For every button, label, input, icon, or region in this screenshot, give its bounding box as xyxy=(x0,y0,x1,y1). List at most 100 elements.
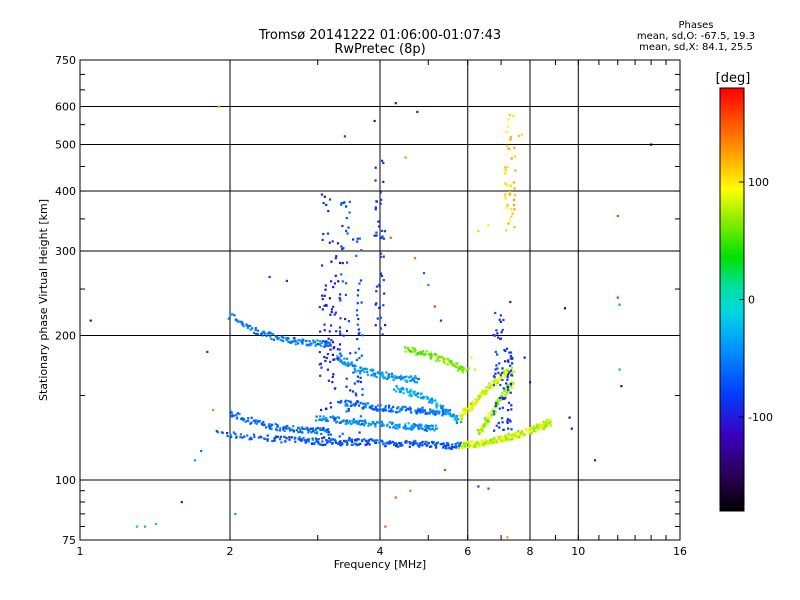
data-point xyxy=(504,193,507,196)
data-point xyxy=(376,317,379,320)
data-point xyxy=(414,439,417,442)
data-point xyxy=(355,439,358,442)
data-point xyxy=(326,232,330,235)
data-point xyxy=(441,407,444,410)
data-point xyxy=(314,431,317,434)
data-point xyxy=(422,409,425,412)
data-point xyxy=(253,331,256,334)
data-point xyxy=(509,383,512,386)
data-point xyxy=(476,445,479,448)
data-point xyxy=(418,444,421,447)
data-point xyxy=(352,371,355,374)
data-point xyxy=(344,362,347,365)
data-point xyxy=(475,440,478,443)
data-point xyxy=(411,444,415,447)
data-point xyxy=(331,381,334,384)
data-point xyxy=(260,423,264,426)
data-point xyxy=(425,444,428,447)
data-point xyxy=(367,424,370,427)
data-point xyxy=(299,428,302,431)
data-point xyxy=(420,353,423,356)
data-point xyxy=(356,314,359,317)
data-point xyxy=(507,222,510,225)
data-point xyxy=(478,442,481,445)
data-point xyxy=(283,435,286,438)
data-point xyxy=(272,338,276,341)
data-point xyxy=(329,360,332,363)
data-point xyxy=(504,388,507,391)
data-point xyxy=(354,351,357,354)
data-point xyxy=(497,436,500,439)
data-point xyxy=(471,444,474,447)
data-point xyxy=(239,436,242,439)
data-point xyxy=(545,422,548,425)
data-point xyxy=(452,446,455,449)
data-point xyxy=(354,364,357,367)
data-point xyxy=(496,398,499,402)
data-point xyxy=(330,280,333,283)
data-point xyxy=(506,165,509,169)
data-point xyxy=(413,425,416,428)
data-point xyxy=(269,332,272,335)
data-point xyxy=(382,304,385,307)
data-point xyxy=(506,359,510,362)
data-point xyxy=(239,320,242,323)
data-point xyxy=(514,435,517,438)
data-point xyxy=(500,398,503,401)
data-point xyxy=(356,422,359,425)
data-point xyxy=(433,429,436,432)
data-point xyxy=(409,379,412,382)
data-point xyxy=(383,292,386,295)
data-point xyxy=(358,237,361,240)
data-point xyxy=(342,201,345,205)
data-point xyxy=(461,371,465,374)
data-point xyxy=(511,374,514,377)
data-point xyxy=(392,376,395,379)
data-point xyxy=(451,443,454,446)
data-point xyxy=(482,441,485,445)
data-point xyxy=(511,437,514,441)
data-point xyxy=(288,429,292,432)
data-point xyxy=(463,443,466,446)
data-point xyxy=(338,348,341,351)
data-point xyxy=(435,405,438,408)
data-point xyxy=(568,416,571,419)
data-point xyxy=(447,444,450,447)
data-point xyxy=(496,353,499,356)
data-point xyxy=(408,445,411,448)
data-point xyxy=(359,380,362,384)
data-point xyxy=(355,394,358,397)
data-point xyxy=(285,337,288,340)
data-point xyxy=(505,437,508,441)
data-point xyxy=(243,435,246,438)
data-point xyxy=(321,437,324,440)
data-point xyxy=(254,328,257,332)
data-point xyxy=(526,429,529,432)
data-point xyxy=(390,372,393,375)
data-point xyxy=(427,352,430,356)
data-point xyxy=(341,224,344,228)
data-point xyxy=(330,406,333,409)
data-point xyxy=(407,427,411,430)
data-point xyxy=(457,418,460,421)
data-point xyxy=(276,425,279,428)
data-point xyxy=(283,440,287,443)
data-point xyxy=(410,424,414,427)
data-point xyxy=(254,327,257,330)
data-point xyxy=(439,319,443,322)
data-point xyxy=(306,428,310,431)
data-point xyxy=(254,421,257,424)
data-point xyxy=(507,360,510,363)
data-point xyxy=(507,125,510,128)
data-point xyxy=(425,429,428,432)
data-point xyxy=(409,388,412,392)
data-point xyxy=(493,413,496,416)
data-point xyxy=(404,425,407,428)
data-point xyxy=(273,439,276,442)
data-point xyxy=(319,362,322,365)
data-point xyxy=(344,317,347,321)
data-point xyxy=(455,415,458,418)
data-point xyxy=(337,401,341,404)
data-point xyxy=(266,439,269,442)
